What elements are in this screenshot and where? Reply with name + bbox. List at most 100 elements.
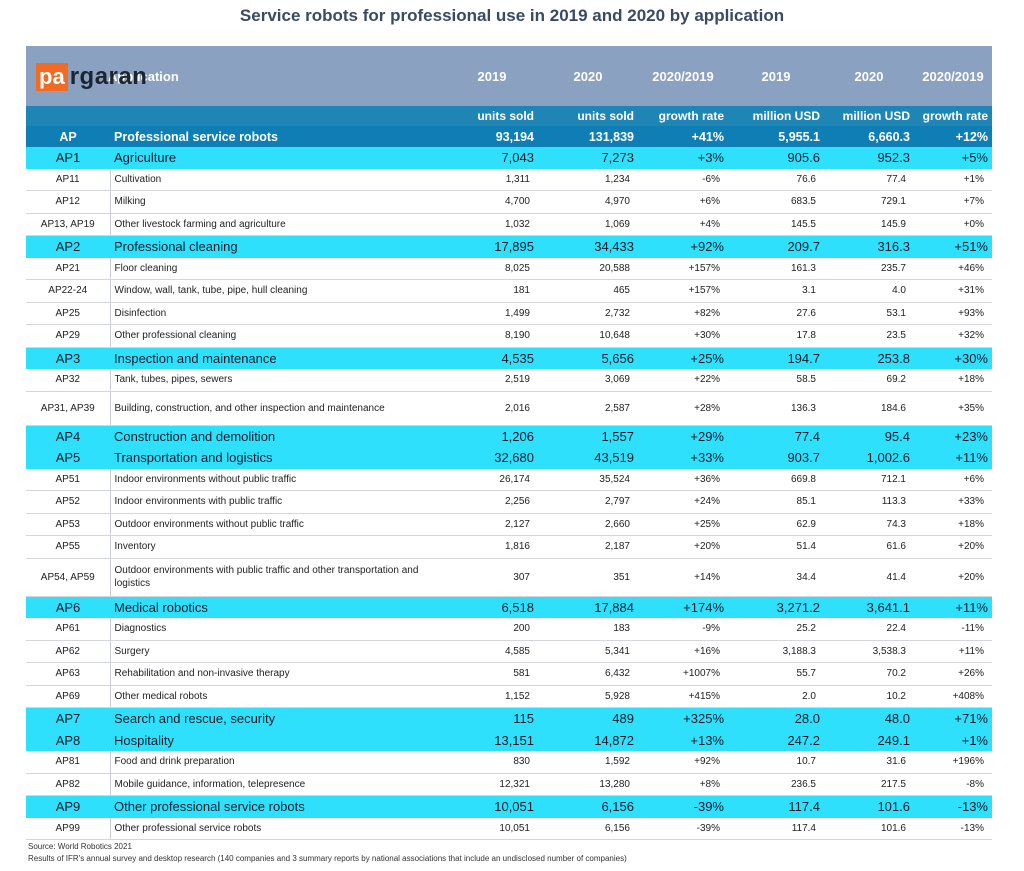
table-row: AP11 Cultivation 1,311 1,234 -6% 76.6 77.4 +1% — [26, 168, 992, 191]
table-row: AP31, AP39 Building, construction, and ot… — [26, 391, 992, 426]
cell-units-2019: 181 — [446, 279, 538, 303]
cell-units-2019: 2,256 — [446, 490, 538, 514]
cell-units-growth: +157% — [638, 279, 728, 303]
cell-units-2019: 2,016 — [446, 391, 538, 426]
cell-application: Outdoor environments without public traf… — [110, 513, 446, 536]
cell-code: AP11 — [26, 168, 111, 191]
cell-usd-growth: +12% — [914, 126, 992, 147]
logo-text: rgaran — [69, 63, 148, 90]
cell-usd-growth: -8% — [914, 773, 992, 796]
cell-usd-2020: 3,641.1 — [824, 596, 914, 618]
cell-usd-growth: +7% — [914, 190, 992, 214]
cell-units-2019: 4,535 — [446, 347, 538, 369]
category-row: AP9 Other professional service robots 10,0… — [26, 795, 992, 818]
source-description: Results of IFR's annual survey and deskt… — [28, 854, 627, 863]
table-container: pa rgaran Application 2019 2020 2020/201… — [26, 46, 992, 840]
cell-units-2019: 1,032 — [446, 213, 538, 236]
cell-usd-2019: 17.8 — [728, 324, 824, 348]
cell-units-growth: +8% — [638, 773, 728, 796]
cell-units-growth: +92% — [638, 751, 728, 774]
table-row: AP54, AP59 Outdoor environments with publ… — [26, 558, 992, 597]
cell-units-2019: 10,051 — [446, 817, 538, 840]
cell-usd-2019: 76.6 — [728, 168, 824, 191]
cell-units-2019: 200 — [446, 618, 538, 641]
cell-usd-2020: 3,538.3 — [824, 640, 914, 663]
cell-usd-2020: 4.0 — [824, 279, 914, 303]
cell-units-2020: 10,648 — [538, 324, 638, 348]
cell-usd-2020: 113.3 — [824, 490, 914, 514]
cell-application: Food and drink preparation — [110, 751, 446, 774]
cell-usd-2020: 23.5 — [824, 324, 914, 348]
header-units-2019: 2019 — [446, 46, 538, 106]
cell-units-growth: +29% — [638, 425, 728, 447]
cell-usd-growth: +20% — [914, 558, 992, 597]
cell-units-growth: +92% — [638, 235, 728, 258]
cell-usd-growth: +408% — [914, 685, 992, 708]
cell-units-2020: 183 — [538, 618, 638, 641]
page-title: Service robots for professional use in 2… — [239, 6, 785, 25]
cell-usd-2019: 5,955.1 — [728, 126, 824, 147]
cell-units-growth: -39% — [638, 817, 728, 840]
cell-usd-2020: 235.7 — [824, 257, 914, 280]
cell-units-growth: +4% — [638, 213, 728, 236]
cell-units-2020: 6,156 — [538, 817, 638, 840]
cell-units-2020: 2,797 — [538, 490, 638, 514]
category-row: AP2 Professional cleaning 17,895 34,433 +92%… — [26, 235, 992, 258]
cell-application: Indoor environments with public traffic — [110, 490, 446, 514]
cell-units-growth: +25% — [638, 513, 728, 536]
cell-units-growth: +415% — [638, 685, 728, 708]
category-row: AP8 Hospitality 13,151 14,872 +13% 247.2 249.1… — [26, 729, 992, 751]
category-row: AP6 Medical robotics 6,518 17,884 +174% 3,271… — [26, 596, 992, 618]
cell-units-2020: 34,433 — [538, 235, 638, 258]
cell-usd-2020: 729.1 — [824, 190, 914, 214]
cell-usd-growth: +5% — [914, 147, 992, 169]
cell-code: AP21 — [26, 257, 111, 280]
table-row: AP13, AP19 Other livestock farming and ag… — [26, 213, 992, 236]
cell-usd-growth: +11% — [914, 640, 992, 663]
cell-code: AP22-24 — [26, 279, 111, 303]
header-row: Application 2019 2020 2020/2019 2019 202… — [26, 46, 992, 106]
cell-usd-2019: 3,271.2 — [728, 596, 824, 618]
cell-usd-growth: +33% — [914, 490, 992, 514]
cell-units-2019: 1,206 — [446, 425, 538, 447]
table-row: AP62 Surgery 4,585 5,341 +16% 3,188.3 3,538.3 +… — [26, 640, 992, 663]
cell-units-2019: 1,311 — [446, 168, 538, 191]
cell-usd-growth: +32% — [914, 324, 992, 348]
unit-units-2019: units sold — [446, 106, 538, 126]
cell-code: AP31, AP39 — [26, 391, 111, 426]
table-row: AP21 Floor cleaning 8,025 20,588 +157% 161.3 2… — [26, 257, 992, 280]
cell-application: Construction and demolition — [110, 425, 446, 447]
cell-application: Disinfection — [110, 302, 446, 325]
cell-code: AP63 — [26, 662, 111, 686]
cell-usd-2019: 3,188.3 — [728, 640, 824, 663]
cell-usd-growth: +26% — [914, 662, 992, 686]
cell-usd-2019: 51.4 — [728, 535, 824, 559]
cell-usd-2020: 952.3 — [824, 147, 914, 169]
cell-units-2020: 2,587 — [538, 391, 638, 426]
table-row: AP32 Tank, tubes, pipes, sewers 2,519 3,069… — [26, 369, 992, 392]
cell-units-growth: +20% — [638, 535, 728, 559]
cell-code: AP81 — [26, 751, 111, 774]
cell-units-2020: 14,872 — [538, 729, 638, 751]
cell-usd-2019: 161.3 — [728, 257, 824, 280]
cell-application: Other professional service robots — [110, 817, 446, 840]
cell-code: AP52 — [26, 490, 111, 514]
cell-usd-2019: 683.5 — [728, 190, 824, 214]
cell-usd-2019: 77.4 — [728, 425, 824, 447]
cell-units-growth: +157% — [638, 257, 728, 280]
table-row: AP81 Food and drink preparation 830 1,592 +9… — [26, 751, 992, 774]
cell-application: Inspection and maintenance — [110, 347, 446, 369]
cell-units-2019: 581 — [446, 662, 538, 686]
unit-usd-2019: million USD — [728, 106, 824, 126]
cell-application: Medical robotics — [110, 596, 446, 618]
cell-usd-2020: 48.0 — [824, 707, 914, 730]
category-row: AP3 Inspection and maintenance 4,535 5,656 +… — [26, 347, 992, 369]
cell-usd-growth: +1% — [914, 729, 992, 751]
cell-units-2019: 12,321 — [446, 773, 538, 796]
cell-units-2020: 5,928 — [538, 685, 638, 708]
cell-usd-2020: 31.6 — [824, 751, 914, 774]
cell-usd-2019: 3.1 — [728, 279, 824, 303]
header-usd-growth: 2020/2019 — [914, 46, 992, 106]
cell-units-growth: +3% — [638, 147, 728, 169]
cell-usd-2019: 236.5 — [728, 773, 824, 796]
